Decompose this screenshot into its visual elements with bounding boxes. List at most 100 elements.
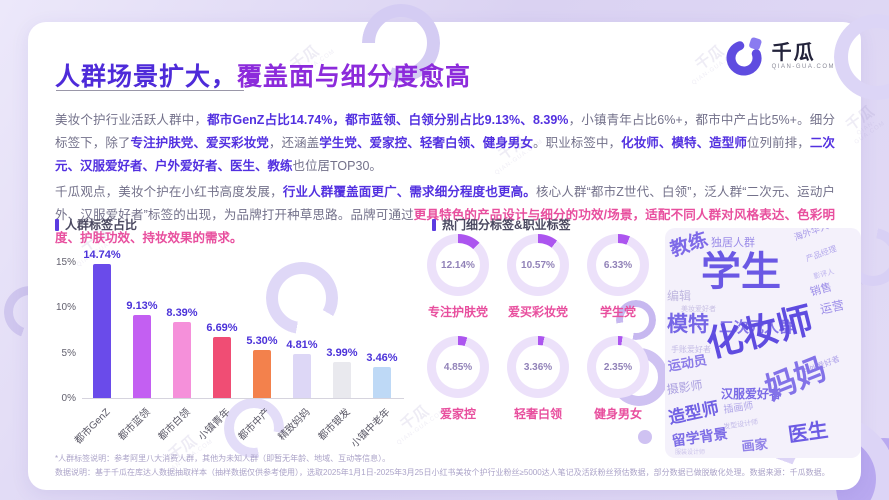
section-marker bbox=[432, 218, 436, 231]
donut-percentage: 10.57% bbox=[521, 259, 555, 271]
donut-label: 轻奢白领 bbox=[513, 407, 562, 421]
bar-value-label: 5.30% bbox=[246, 334, 278, 347]
donut-percentage: 12.14% bbox=[441, 259, 475, 271]
word-cloud-word: 运动员 bbox=[666, 352, 708, 374]
word-cloud-word: 汉服爱好者 bbox=[721, 387, 782, 401]
word-cloud-word: 化妆师 bbox=[702, 298, 818, 365]
bar-category-label: 都市中产 bbox=[236, 406, 273, 443]
word-cloud-word: 服装设计师 bbox=[675, 450, 706, 456]
page-title: 人群场景扩大，覆盖面与细分度愈高 bbox=[55, 57, 471, 93]
donut-percentage: 6.33% bbox=[603, 259, 633, 271]
bar-value-label: 3.46% bbox=[366, 351, 398, 364]
donut-label: 学生党 bbox=[599, 305, 636, 319]
y-axis-tick: 15% bbox=[55, 257, 76, 268]
bar-slot: 3.99% 都市银发 bbox=[317, 234, 362, 443]
bar-value-label: 3.99% bbox=[326, 346, 358, 359]
bar-slot: 14.74% 都市GenZ bbox=[73, 234, 122, 446]
text-run: 位列前排， bbox=[746, 135, 810, 150]
bar-category-label: 小镇中老年 bbox=[349, 406, 393, 450]
word-cloud-word: 海外华人 bbox=[792, 228, 830, 243]
donut-cell: 3.36% 轻奢白领 bbox=[498, 336, 578, 422]
text-run: 更具特色的产品设计与细分的功效/场景，适配不同人群对风格表达、色彩明度、护肤功效… bbox=[55, 207, 835, 245]
text-run: ，还涵盖 bbox=[268, 135, 320, 150]
word-cloud-word: 造型师 bbox=[666, 398, 721, 428]
bar-slot: 8.39% 都市白领 bbox=[157, 234, 202, 443]
donut-ring: 10.57% bbox=[507, 234, 569, 296]
bar-chart-plot: 14.74% 都市GenZ 9.13% 都市蓝领 8.39% 都市白领 6.69% 小镇青年 5… bbox=[73, 234, 404, 450]
word-cloud-word: 妈妈 bbox=[760, 350, 831, 407]
qiangua-ring-decoration bbox=[616, 300, 656, 340]
word-cloud-word: 模特 bbox=[667, 313, 709, 336]
donut-ring: 12.14% bbox=[427, 234, 489, 296]
watermark-brand-name: 千瓜 bbox=[842, 103, 878, 135]
text-run: 学生党、爱家控、轻奢白领、健身男女 bbox=[319, 135, 534, 150]
bar bbox=[293, 354, 311, 398]
bar-value-label: 4.81% bbox=[286, 339, 318, 352]
donut-cell: 4.85% 爱家控 bbox=[418, 336, 498, 422]
section-title-mid: 热门细分标签&职业标签 bbox=[442, 218, 571, 232]
donut-cell: 12.14% 专注护肤党 bbox=[418, 234, 498, 320]
donut-percentage: 4.85% bbox=[443, 361, 473, 373]
bar bbox=[213, 337, 231, 398]
circle-decoration bbox=[638, 430, 652, 444]
bar-slot: 9.13% 都市蓝领 bbox=[117, 234, 162, 443]
bar bbox=[133, 315, 151, 398]
bar-chart: 0% 5% 10% 15% 14.74% 都市GenZ 9.13% 都市蓝领 8.39% 都市白… bbox=[50, 234, 406, 450]
bar-value-label: 14.74% bbox=[83, 249, 121, 262]
footer-note-line1: *人群标签说明：参考阿里八大消费人群，其他为未知人群（即暂无年龄、地域、互动等信… bbox=[55, 454, 391, 463]
y-axis: 0% 5% 10% 15% bbox=[50, 234, 82, 404]
donut-label: 爱家控 bbox=[439, 407, 476, 421]
text-run: 核心人群“都市Z世代、白领”，泛人群“二次元、运动户外、汉服爱好者”标签的出现，… bbox=[55, 184, 835, 222]
word-cloud-word: 医生 bbox=[786, 419, 830, 447]
text-run: 。职业标签中， bbox=[533, 135, 622, 150]
bar-slot: 6.69% 小镇青年 bbox=[197, 234, 242, 443]
word-cloud-word: 美妆爱好者 bbox=[681, 306, 716, 313]
word-cloud-word: 留学背景 bbox=[670, 425, 729, 449]
bar-value-label: 6.69% bbox=[206, 322, 238, 335]
section-header-left: 人群标签占比 bbox=[55, 216, 137, 233]
insight-paragraph-2: 千瓜观点，美妆个护在小红书高度发展，行业人群覆盖面更广、需求细分程度也更高。核心… bbox=[55, 181, 835, 250]
donut-chart-grid: 12.14% 专注护肤党 10.57% 爱买彩妆党 6.33% 学生党 4.85% 爱家控 3.… bbox=[418, 234, 658, 422]
qiangua-logo: 千瓜 QIAN-GUA.COM bbox=[724, 36, 835, 76]
donut-cell: 2.35% 健身男女 bbox=[578, 336, 658, 422]
bar-category-label: 都市白领 bbox=[156, 406, 193, 443]
qiangua-logo-text: 千瓜 QIAN-GUA.COM bbox=[772, 42, 835, 70]
word-cloud-word: 编辑 bbox=[667, 289, 692, 303]
text-run: 都市GenZ占比14.74%，都市蓝领、白领分别占比9.13%、8.39% bbox=[207, 112, 569, 127]
bar-category-label: 小镇青年 bbox=[196, 406, 233, 443]
title-segment-1: 人群场景扩大， bbox=[55, 62, 238, 91]
text-run: 化妆师、模特、造型师 bbox=[621, 135, 747, 150]
y-axis-tick: 0% bbox=[61, 393, 76, 404]
donut-cell: 10.57% 爱买彩妆党 bbox=[498, 234, 578, 320]
qiangua-ring-decoration bbox=[224, 398, 284, 458]
section-title-left: 人群标签占比 bbox=[65, 218, 138, 232]
text-run: 二次元、汉服爱好者、户外爱好者、医生、教练 bbox=[55, 135, 835, 173]
bar bbox=[333, 361, 351, 398]
title-divider bbox=[56, 90, 244, 91]
bar-slot: 4.81% 精致妈妈 bbox=[277, 234, 322, 443]
bar-category-label: 精致妈妈 bbox=[276, 406, 313, 443]
footer-note-line2: 数据说明：基于千瓜在库达人数据抽取样本（抽样数据仅供参考使用），选取2025年1… bbox=[55, 468, 830, 477]
donut-ring: 4.85% bbox=[427, 336, 489, 398]
donut-cell: 6.33% 学生党 bbox=[578, 234, 658, 320]
bar bbox=[173, 321, 191, 398]
bar bbox=[373, 366, 391, 398]
word-cloud-word: 二次元人群 bbox=[719, 319, 795, 336]
donut-ring: 6.33% bbox=[587, 234, 649, 296]
bar-slot: 5.30% 都市中产 bbox=[237, 234, 282, 443]
bar bbox=[93, 264, 111, 398]
text-run: ，小镇青年占比6%+，都市中产占比5%+。细分标签下，除了 bbox=[55, 112, 835, 150]
donut-percentage: 3.36% bbox=[523, 361, 553, 373]
word-cloud-word: 发型设计师 bbox=[723, 419, 759, 431]
word-cloud-word: 运营 bbox=[818, 298, 846, 317]
brand-domain: QIAN-GUA.COM bbox=[771, 64, 835, 70]
brand-name: 千瓜 bbox=[771, 42, 816, 64]
word-cloud-word: 学生 bbox=[701, 250, 781, 294]
section-header-mid: 热门细分标签&职业标签 bbox=[432, 216, 571, 233]
qiangua-ring-decoration bbox=[834, 14, 889, 100]
y-axis-tick: 10% bbox=[55, 302, 76, 314]
summary-paragraph-1: 美妆个护行业活跃人群中，都市GenZ占比14.74%，都市蓝领、白领分别占比9.… bbox=[55, 109, 835, 178]
word-cloud-word: 产品经理 bbox=[804, 244, 838, 264]
